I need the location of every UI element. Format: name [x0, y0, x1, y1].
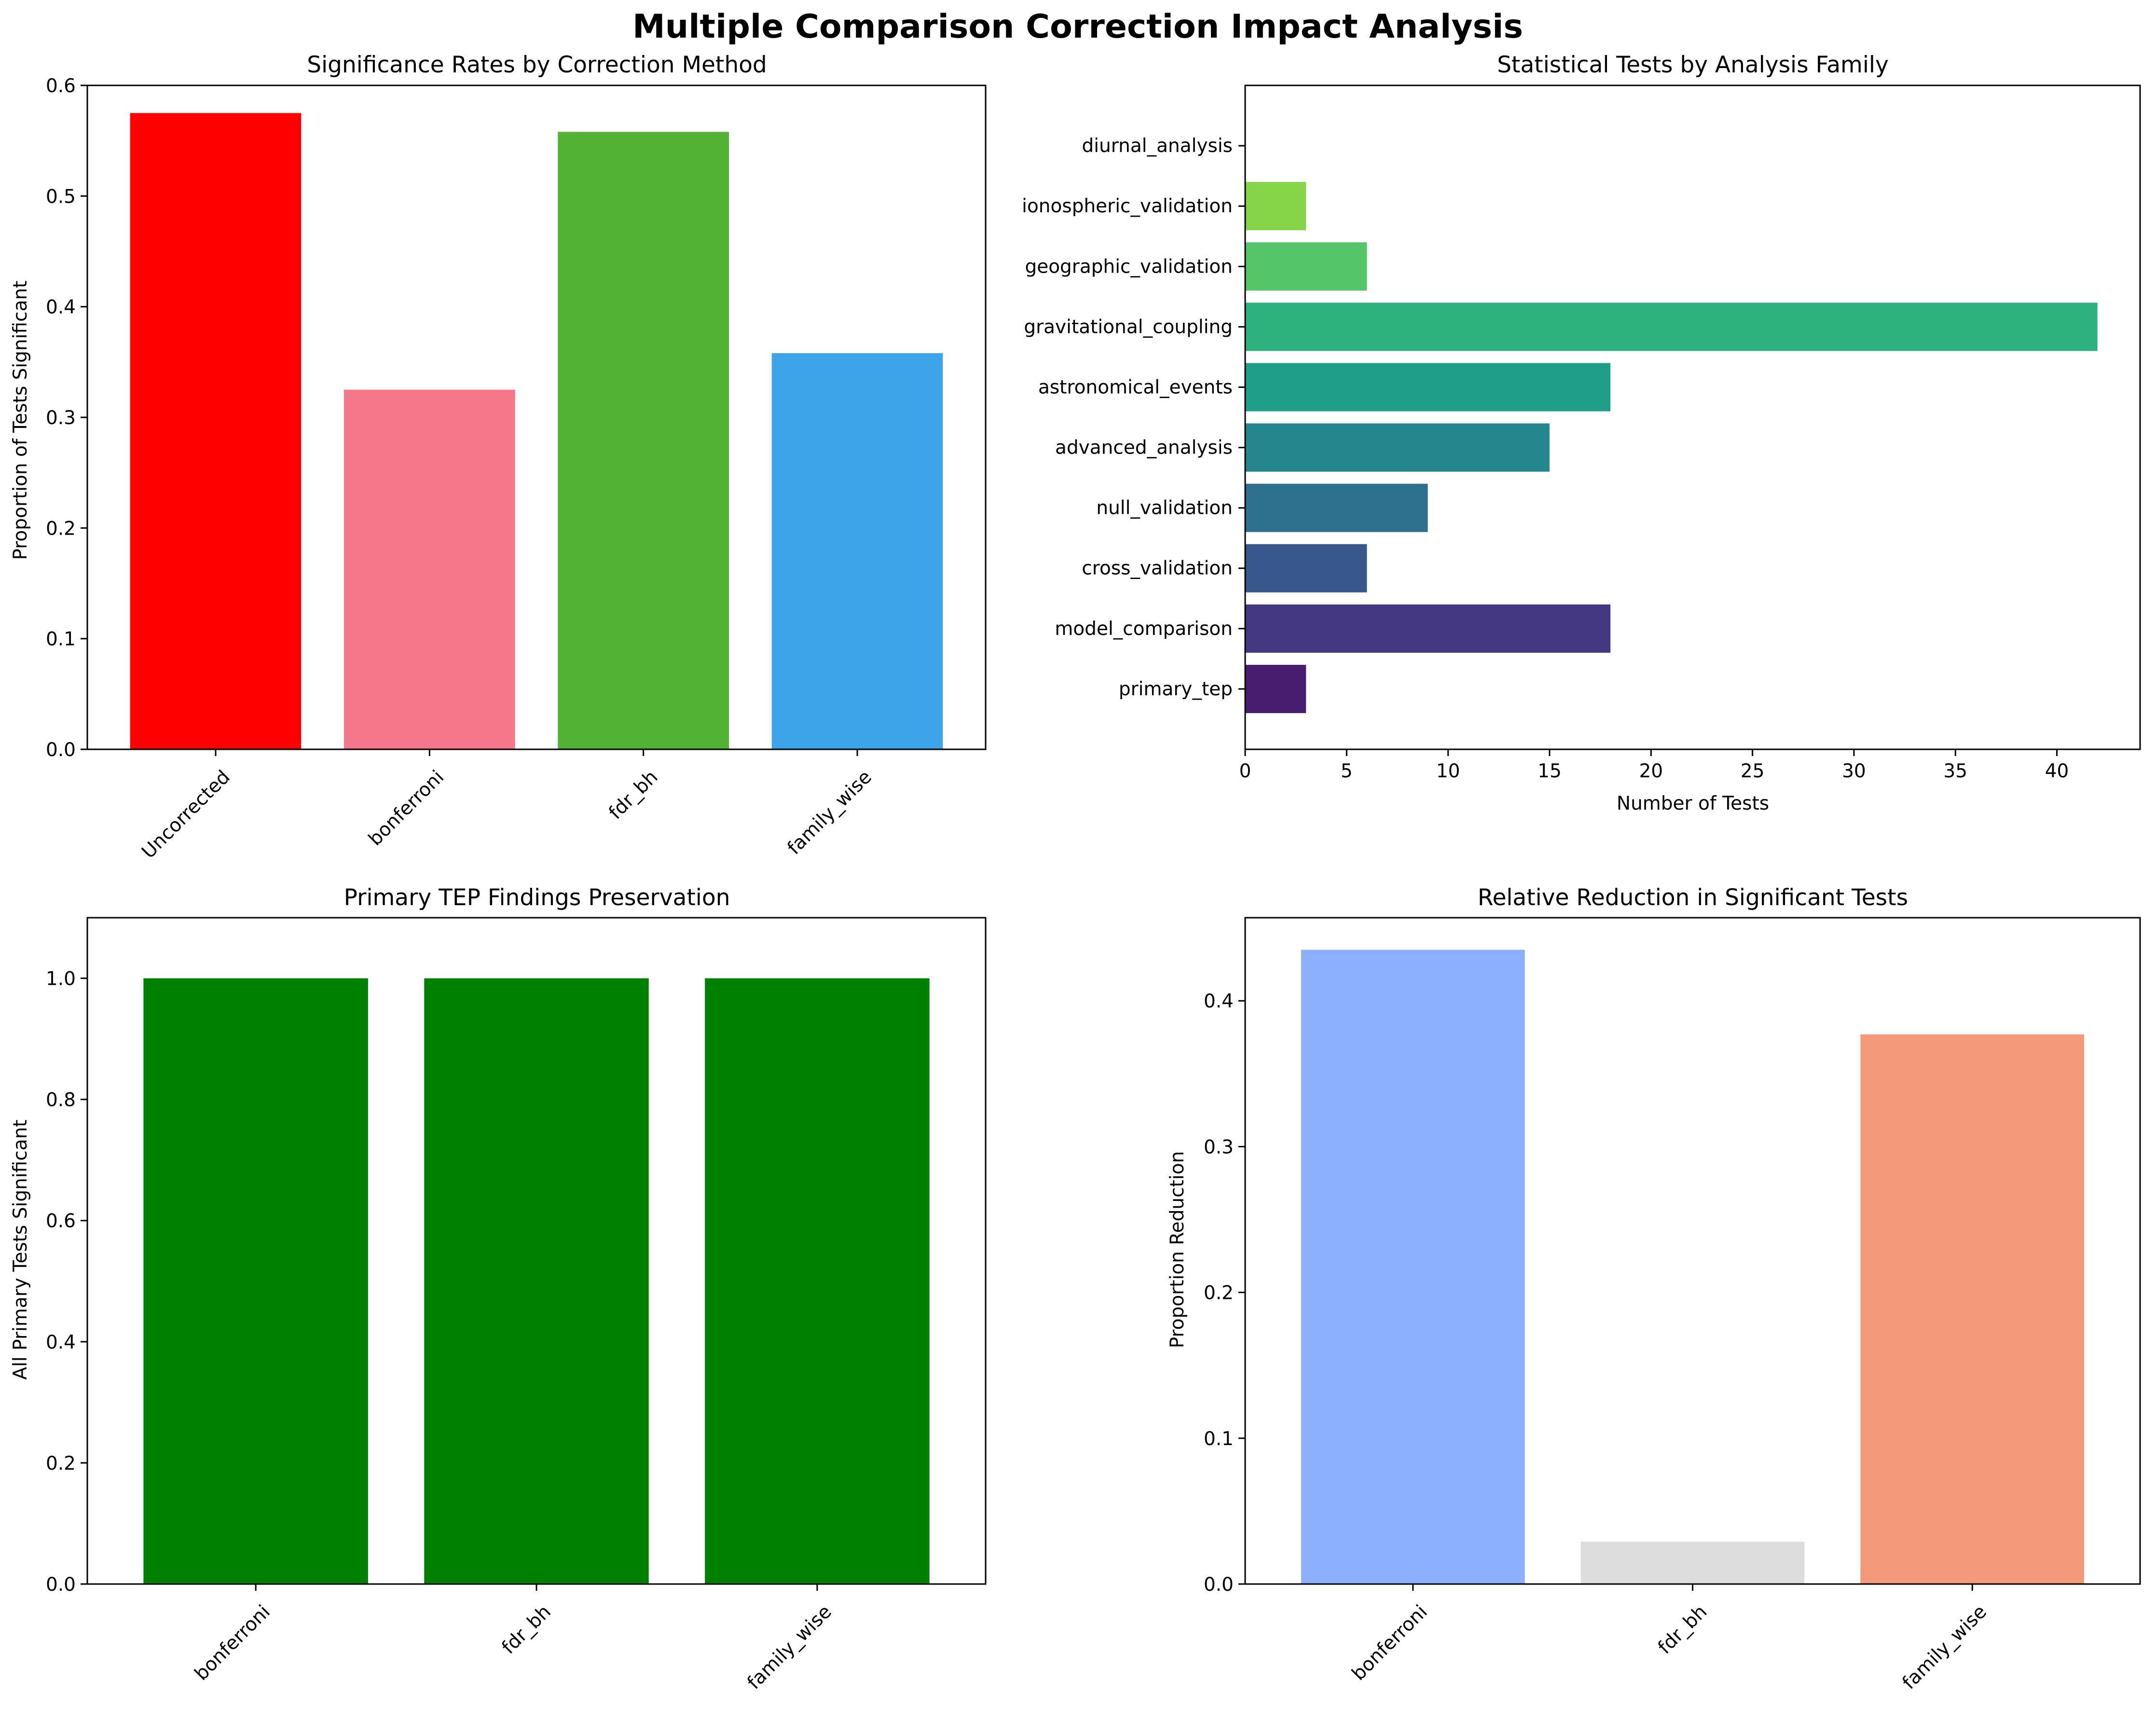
bar-fdr_bh — [558, 132, 729, 749]
bar-bonferroni — [1301, 950, 1525, 1584]
axes: primary_tep model_comparison cross_validat… — [1022, 84, 2141, 782]
x-tick-label: 10 — [1436, 760, 1460, 782]
x-tick-label: 25 — [1741, 760, 1765, 782]
bar-ionospheric_validation — [1245, 182, 1306, 231]
x-tick-label: 40 — [2045, 760, 2069, 782]
y-tick-label: 0.0 — [46, 739, 76, 761]
bar-fdr_bh — [1580, 1542, 1805, 1584]
y-tick-label: 0.2 — [1204, 1282, 1234, 1304]
x-tick-label: 15 — [1538, 760, 1562, 782]
y-tick-label: 0.3 — [1204, 1136, 1234, 1158]
bar-astronomical_events — [1245, 363, 1611, 412]
y-tick-label: 0.1 — [1204, 1428, 1234, 1450]
x-tick-label: fdr_bh — [1654, 1601, 1711, 1658]
panel-primary-preservation: Primary TEP Findings Preservation All Pr… — [10, 884, 987, 1694]
bar-model_comparison — [1245, 604, 1611, 653]
y-tick-label: 0.5 — [46, 186, 76, 207]
y-tick-label: 0.1 — [46, 629, 76, 650]
bar-family_wise — [705, 978, 930, 1584]
y-tick-label: 0.4 — [46, 1332, 76, 1353]
bar-bonferroni — [344, 389, 515, 749]
bar-advanced_analysis — [1245, 423, 1550, 472]
y-tick-label: model_comparison — [1055, 618, 1233, 640]
x-tick-label: fdr_bh — [498, 1601, 555, 1658]
y-tick-label: 1.0 — [46, 968, 76, 990]
bar-fdr_bh — [424, 978, 649, 1584]
bars — [130, 113, 943, 749]
bar-geographic_validation — [1245, 242, 1367, 291]
x-tick-label: 20 — [1639, 760, 1663, 782]
y-tick-label: 0.0 — [1204, 1574, 1234, 1596]
panel-significance-rates: Significance Rates by Correction Method … — [10, 52, 987, 863]
y-tick-label: cross_validation — [1082, 558, 1233, 579]
figure-title: Multiple Comparison Correction Impact An… — [632, 8, 1523, 46]
bar-Uncorrected — [130, 113, 302, 749]
x-tick-label: 5 — [1341, 760, 1353, 782]
y-tick-label: diurnal_analysis — [1082, 135, 1233, 157]
x-tick-label: bonferroni — [364, 766, 448, 850]
bar-primary_tep — [1245, 664, 1306, 713]
y-tick-label: 0.6 — [46, 1211, 76, 1232]
panel-title: Primary TEP Findings Preservation — [344, 884, 730, 911]
y-axis-label: Proportion Reduction — [1167, 1151, 1188, 1349]
y-tick-label: gravitational_coupling — [1024, 316, 1233, 338]
y-tick-label: 0.8 — [46, 1089, 76, 1111]
bar-cross_validation — [1245, 544, 1367, 593]
y-tick-label: astronomical_events — [1038, 376, 1233, 398]
bar-family_wise — [771, 353, 943, 749]
bar-bonferroni — [143, 978, 368, 1584]
bar-family_wise — [1860, 1034, 2085, 1584]
y-tick-label: 0.2 — [46, 518, 76, 539]
y-tick-label: 0.3 — [46, 407, 76, 429]
y-tick-label: 0.0 — [46, 1574, 76, 1596]
x-tick-label: bonferroni — [1348, 1601, 1432, 1685]
x-tick-label: 0 — [1239, 760, 1251, 782]
x-tick-label: Uncorrected — [137, 766, 234, 863]
panel-tests-by-family: Statistical Tests by Analysis Family Num… — [1022, 52, 2141, 814]
x-tick-label: family_wise — [743, 1601, 836, 1694]
bars — [143, 978, 930, 1584]
bar-null_validation — [1245, 483, 1428, 532]
panel-title: Statistical Tests by Analysis Family — [1497, 52, 1889, 78]
y-axis-label: All Primary Tests Significant — [10, 1119, 31, 1379]
y-tick-label: 0.4 — [1204, 991, 1234, 1012]
bar-gravitational_coupling — [1245, 303, 2098, 351]
panel-relative-reduction: Relative Reduction in Significant Tests … — [1167, 884, 2141, 1694]
x-axis-label: Number of Tests — [1617, 793, 1769, 814]
axes-frame — [86, 84, 987, 750]
bars — [1301, 950, 2085, 1584]
x-tick-label: family_wise — [783, 766, 876, 859]
y-tick-label: 0.4 — [46, 297, 76, 318]
y-tick-label: 0.6 — [46, 75, 76, 97]
panel-title: Significance Rates by Correction Method — [307, 52, 767, 78]
y-tick-label: primary_tep — [1119, 678, 1233, 700]
y-axis-label: Proportion of Tests Significant — [10, 281, 31, 560]
y-tick-label: null_validation — [1096, 497, 1233, 519]
x-tick-label: fdr_bh — [604, 766, 662, 824]
axes-frame — [86, 917, 987, 1585]
axes-frame — [1244, 917, 2141, 1585]
bars — [1245, 182, 2098, 713]
x-tick-label: bonferroni — [191, 1601, 275, 1685]
panel-title: Relative Reduction in Significant Tests — [1478, 884, 1908, 911]
axes-frame — [1244, 84, 2141, 750]
x-tick-label: 35 — [1943, 760, 1967, 782]
x-tick-label: family_wise — [1898, 1601, 1991, 1694]
x-tick-label: 30 — [1842, 760, 1866, 782]
y-tick-label: advanced_analysis — [1055, 437, 1233, 459]
y-tick-label: 0.2 — [46, 1453, 76, 1475]
y-tick-label: ionospheric_validation — [1022, 195, 1233, 217]
y-tick-label: geographic_validation — [1025, 256, 1233, 277]
